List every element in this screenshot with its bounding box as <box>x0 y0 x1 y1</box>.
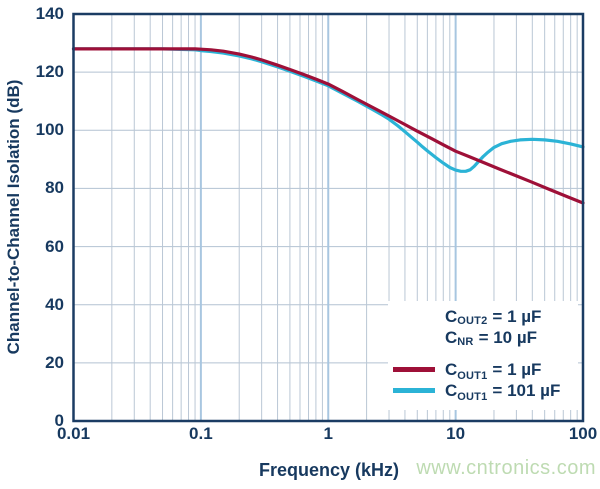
legend-entry-cout1-101uf: COUT1 = 101 µF <box>388 380 578 403</box>
x-tick-label: 10 <box>446 424 466 443</box>
legend-entry-text: COUT1 = 101 µF <box>445 380 561 403</box>
plot-border <box>72 12 585 423</box>
y-tick-label: 80 <box>45 178 64 198</box>
legend-note-symbol: C <box>445 306 458 326</box>
series-curve-0 <box>71 47 585 205</box>
y-tick-label: 120 <box>35 62 64 82</box>
x-axis-label: Frequency (kHz) <box>258 460 400 480</box>
legend-note-cout2: C OUT2 = 1 µF <box>388 306 578 327</box>
y-tick-label: 60 <box>45 236 64 256</box>
y-tick-label: 100 <box>35 120 64 140</box>
legend-entry-cout1-1uf: COUT1 = 1 µF <box>388 359 578 382</box>
legend: C OUT2 = 1 µF C NR = 10 µF COUT1 = 1 µF COUT1… <box>388 301 578 410</box>
x-tick-label: 0.01 <box>56 424 91 443</box>
x-tick-label: 0.1 <box>189 424 213 443</box>
series-swatch-red <box>393 367 435 372</box>
watermark: www.cntronics.com <box>416 457 596 479</box>
y-tick-label: 40 <box>45 294 64 314</box>
x-tick-label: 1 <box>323 424 333 443</box>
y-tick-label: 0 <box>54 411 64 430</box>
legend-note-value: = 10 µF <box>478 327 538 347</box>
legend-note-cnr: C NR = 10 µF <box>388 327 578 348</box>
y-axis-label: Channel-to-Channel Isolation (dB) <box>4 79 23 355</box>
series-swatch-cyan <box>393 388 435 393</box>
legend-note-value: = 1 µF <box>492 306 542 326</box>
y-tick-label: 20 <box>45 352 64 372</box>
legend-note-subscript: OUT2 <box>457 314 488 327</box>
series-curve-1 <box>71 47 585 173</box>
legend-note-symbol: C <box>445 327 458 347</box>
x-tick-label: 100 <box>568 424 598 443</box>
data-series <box>71 47 585 205</box>
legend-entry-text: COUT1 = 1 µF <box>445 359 542 382</box>
y-tick-label: 140 <box>35 4 64 23</box>
legend-note-subscript: NR <box>457 335 474 348</box>
